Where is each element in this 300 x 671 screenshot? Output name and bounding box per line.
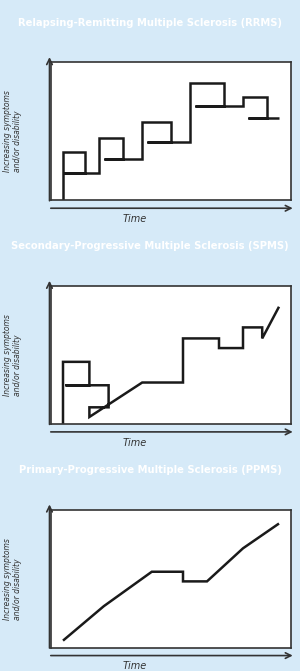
Text: Increasing symptoms
and/or disability: Increasing symptoms and/or disability: [3, 314, 22, 396]
Text: Increasing symptoms
and/or disability: Increasing symptoms and/or disability: [3, 537, 22, 619]
Text: Time: Time: [123, 662, 147, 671]
Text: Time: Time: [123, 437, 147, 448]
Text: Secondary-Progressive Multiple Sclerosis (SPMS): Secondary-Progressive Multiple Sclerosis…: [11, 242, 289, 252]
Text: Increasing symptoms
and/or disability: Increasing symptoms and/or disability: [3, 91, 22, 172]
Text: Relapsing-Remitting Multiple Sclerosis (RRMS): Relapsing-Remitting Multiple Sclerosis (…: [18, 18, 282, 28]
Text: Time: Time: [123, 214, 147, 224]
Text: Primary-Progressive Multiple Sclerosis (PPMS): Primary-Progressive Multiple Sclerosis (…: [19, 465, 281, 475]
